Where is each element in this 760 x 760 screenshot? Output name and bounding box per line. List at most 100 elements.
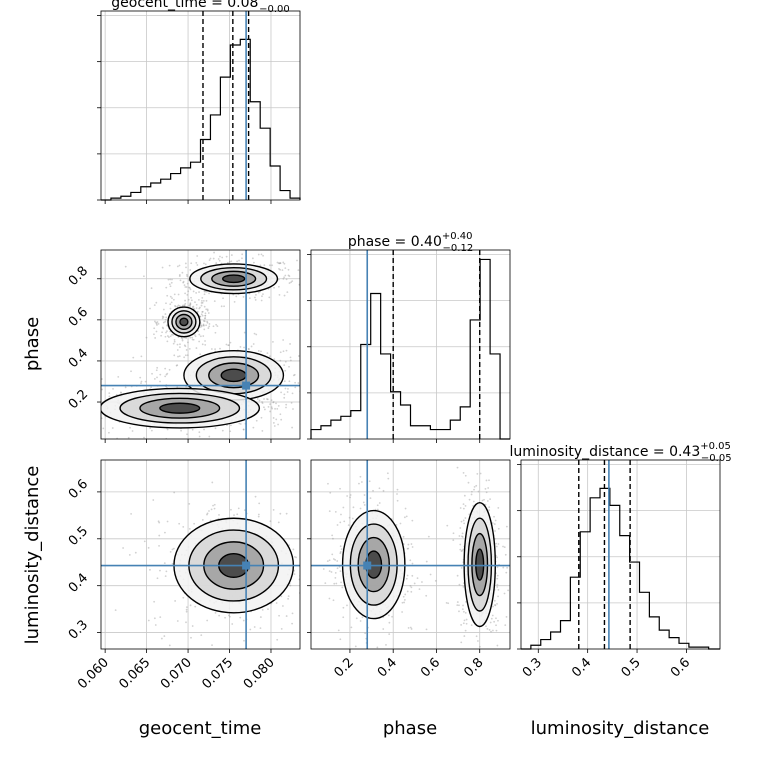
scatter-point <box>272 508 275 511</box>
scatter-point <box>349 496 351 499</box>
scatter-point <box>218 614 221 617</box>
scatter-point <box>350 626 353 629</box>
scatter-point <box>496 602 498 605</box>
scatter-point <box>282 605 284 607</box>
scatter-point <box>488 479 490 482</box>
scatter-point <box>204 317 207 319</box>
title-sub: −0.05 <box>701 453 732 464</box>
scatter-point <box>213 251 215 254</box>
scatter-point <box>198 333 201 336</box>
scatter-point <box>206 320 209 323</box>
scatter-point <box>277 405 280 407</box>
scatter-point <box>473 488 475 491</box>
scatter-point <box>445 602 448 604</box>
scatter-point <box>184 345 187 348</box>
scatter-point <box>205 324 208 327</box>
scatter-point <box>308 540 310 542</box>
scatter-point <box>290 401 293 404</box>
scatter-point <box>187 341 189 344</box>
scatter-point <box>425 628 428 631</box>
scatter-point <box>489 650 491 652</box>
scatter-point <box>458 583 461 586</box>
scatter-point <box>279 262 282 265</box>
scatter-point <box>339 487 341 490</box>
contour-line <box>159 402 201 414</box>
scatter-point <box>385 643 387 646</box>
scatter-point <box>166 335 169 337</box>
scatter-point <box>369 497 372 500</box>
scatter-point <box>257 515 260 518</box>
scatter-point <box>405 577 408 580</box>
y-tick-label-phase: 0.8 <box>66 264 91 289</box>
scatter-point <box>497 588 500 591</box>
scatter-point <box>239 345 242 348</box>
scatter-point <box>185 621 187 624</box>
scatter-point <box>507 589 510 592</box>
scatter-point <box>288 282 291 284</box>
scatter-point <box>272 340 274 343</box>
scatter-point <box>52 405 54 407</box>
scatter-point <box>276 638 279 641</box>
scatter-point <box>337 629 340 632</box>
scatter-point <box>493 620 496 623</box>
scatter-point <box>122 547 125 549</box>
scatter-point <box>308 420 310 422</box>
scatter-point <box>280 418 283 421</box>
scatter-point <box>461 536 464 538</box>
truth-marker <box>242 561 251 570</box>
scatter-point <box>362 649 364 651</box>
scatter-point <box>402 535 405 538</box>
scatter-point <box>386 472 389 475</box>
scatter-point <box>257 253 260 256</box>
scatter-point <box>491 522 494 524</box>
scatter-point <box>279 262 282 264</box>
scatter-point <box>274 407 276 410</box>
scatter-point <box>199 353 202 356</box>
scatter-point <box>174 305 176 307</box>
scatter-point <box>143 275 145 278</box>
scatter-point <box>185 608 188 611</box>
scatter-point <box>376 646 379 649</box>
scatter-point <box>461 608 464 611</box>
scatter-point <box>165 373 168 376</box>
scatter-point <box>153 451 155 453</box>
scatter-point <box>198 435 201 438</box>
scatter-point <box>352 637 354 639</box>
scatter-point <box>489 498 491 501</box>
scatter-point <box>208 325 211 328</box>
scatter-point <box>168 283 171 286</box>
scatter-point <box>224 616 226 619</box>
scatter-point <box>161 266 164 269</box>
y-axis-label-luminosity_distance: luminosity_distance <box>22 466 43 645</box>
scatter-point <box>425 560 428 563</box>
scatter-point <box>306 571 308 573</box>
scatter-point <box>89 420 91 422</box>
scatter-point <box>322 568 325 570</box>
scatter-point <box>355 617 358 620</box>
scatter-point <box>178 275 181 277</box>
scatter-point <box>458 604 460 607</box>
scatter-point <box>245 650 247 652</box>
scatter-point <box>205 299 208 302</box>
scatter-point <box>346 495 349 497</box>
scatter-point <box>140 355 143 358</box>
scatter-point <box>305 563 307 565</box>
scatter-point <box>276 261 279 264</box>
scatter-point <box>363 494 366 496</box>
x-tick-label-geocent_time: 0.075 <box>199 655 236 692</box>
scatter-point <box>178 522 181 525</box>
scatter-point <box>470 650 472 652</box>
title-sub: −0.12 <box>443 243 474 254</box>
scatter-point <box>90 494 92 496</box>
scatter-point <box>228 344 230 347</box>
scatter-point <box>190 636 192 639</box>
y-tick-label-phase: 0.2 <box>66 387 91 412</box>
scatter-point <box>236 260 239 263</box>
scatter-point <box>363 504 366 506</box>
scatter-point <box>169 550 172 553</box>
scatter-point <box>156 577 159 580</box>
scatter-point <box>339 550 342 553</box>
scatter-point <box>78 412 80 414</box>
scatter-point <box>189 287 191 289</box>
scatter-point <box>173 441 175 443</box>
